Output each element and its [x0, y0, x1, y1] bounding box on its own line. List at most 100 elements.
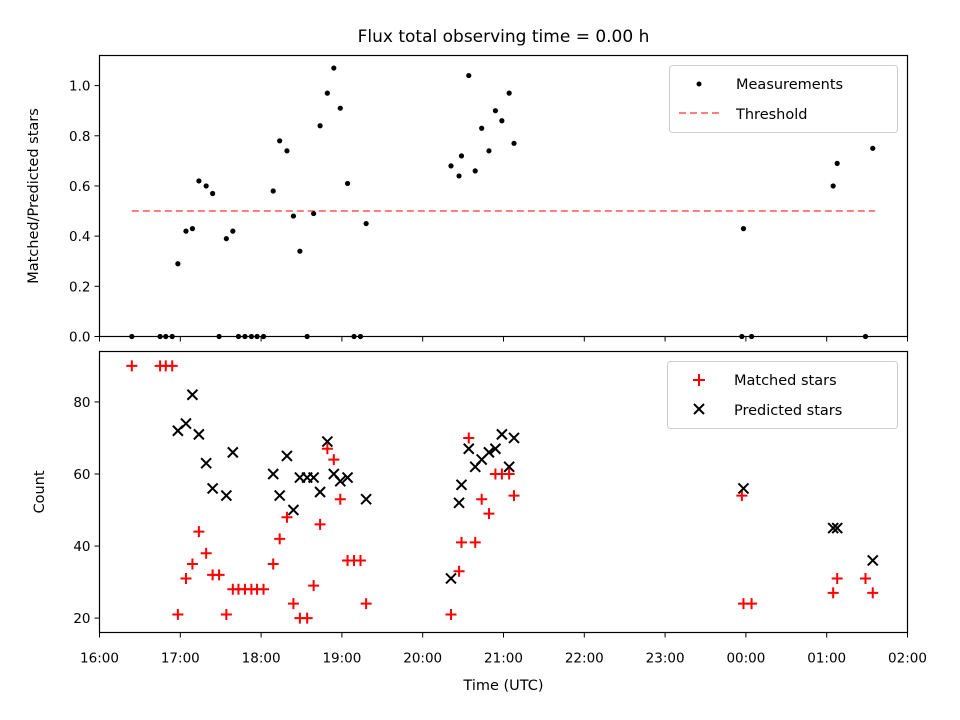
matched-star-point [469, 536, 481, 548]
measurement-point [304, 333, 310, 340]
matched-star-point [483, 508, 495, 520]
matched-star-point [258, 583, 270, 595]
matched-star-point [308, 580, 320, 592]
measurement-point [277, 138, 283, 144]
measurement-point [290, 213, 297, 219]
predicted-star-point [503, 461, 515, 473]
matched-star-point [453, 565, 465, 577]
matched-star-point [321, 443, 333, 455]
measurement-point [324, 90, 330, 96]
bottom-legend-box [667, 361, 898, 429]
matched-star-point [476, 493, 488, 505]
predicted-star-point [273, 489, 286, 502]
x-tick-label: 22:00 [565, 651, 604, 667]
top-y-tick-label: 0.8 [69, 129, 90, 145]
top-y-axis-label: Matched/Predicted stars [26, 108, 42, 284]
x-axis-label: Time (UTC) [462, 678, 543, 694]
bottom-y-axis: 20 40 60 80 [73, 395, 100, 627]
matched-star-point [281, 511, 293, 523]
measurement-point [357, 333, 364, 340]
measurement-point [511, 140, 517, 146]
measurement-point [157, 333, 163, 340]
matched-star-point [180, 572, 192, 584]
legend-matched-label: Matched stars [734, 373, 837, 389]
measurement-point [317, 123, 323, 129]
measurement-point [129, 333, 135, 340]
measurement-point [337, 105, 343, 111]
top-legend-box [669, 65, 898, 133]
measurement-point [499, 118, 505, 124]
measurement-point [748, 333, 755, 340]
measurement-point [862, 333, 869, 340]
predicted-star-point [287, 504, 300, 516]
matched-star-point [445, 608, 457, 620]
matched-star-point [859, 572, 871, 584]
predicted-stars-points [172, 389, 879, 585]
measurement-point [270, 188, 276, 194]
predicted-star-point [281, 450, 293, 462]
bottom-y-axis-label: Count [32, 470, 48, 513]
matched-star-point [746, 598, 758, 610]
chart-title: Flux total observing time = 0.00 h [358, 27, 650, 47]
measurement-point [260, 333, 267, 340]
predicted-star-point [180, 417, 192, 430]
matched-star-point [314, 518, 326, 530]
bottom-y-tick-label: 60 [73, 467, 90, 483]
measurement-point [183, 228, 189, 234]
measurement-point [351, 333, 357, 340]
legend-measurements-marker [696, 81, 702, 87]
measurement-point [486, 148, 492, 154]
matched-star-point [172, 608, 184, 620]
measurement-point [248, 333, 255, 340]
predicted-star-point [831, 522, 843, 534]
predicted-star-point [737, 482, 750, 495]
measurement-point [210, 190, 216, 197]
measurement-point [223, 236, 229, 242]
x-tick-label: 17:00 [161, 651, 200, 667]
legend-measurements-label: Measurements [736, 77, 843, 93]
predicted-star-point [321, 435, 334, 448]
matched-star-point [328, 454, 340, 466]
predicted-star-point [453, 497, 465, 509]
predicted-star-point [206, 482, 219, 495]
measurement-point [297, 248, 303, 254]
legend-predicted-label: Predicted stars [734, 403, 842, 419]
measurement-point [506, 90, 512, 96]
matched-star-point [200, 547, 212, 559]
predicted-star-point [867, 554, 879, 567]
top-x-ticks [99, 336, 908, 342]
matched-star-point [186, 558, 198, 570]
bottom-y-tick-label: 20 [73, 611, 90, 627]
matched-star-point [360, 598, 372, 610]
predicted-star-point [267, 468, 279, 480]
measurement-point [216, 333, 222, 340]
measurement-point [472, 168, 478, 174]
predicted-star-point [445, 572, 457, 585]
top-y-tick-label: 0.0 [69, 330, 90, 346]
matched-star-point [463, 432, 475, 444]
predicted-star-point [508, 432, 520, 444]
x-tick-label: 16:00 [80, 651, 119, 667]
measurement-point [163, 333, 169, 340]
measurement-point [458, 153, 465, 159]
bottom-y-tick-label: 40 [73, 539, 90, 555]
top-y-axis: 0.0 0.2 0.4 0.6 0.8 1.0 [69, 79, 100, 346]
matched-star-point [334, 493, 346, 505]
matched-star-point [508, 490, 520, 502]
measurement-point [363, 220, 369, 227]
x-tick-label: 01:00 [807, 651, 846, 667]
measurement-point [466, 72, 472, 79]
predicted-star-point [307, 471, 320, 484]
predicted-star-point [227, 446, 239, 459]
matched-star-point [354, 554, 366, 566]
measurement-point [254, 333, 260, 340]
predicted-star-point [463, 443, 475, 455]
predicted-star-point [186, 389, 199, 401]
measurement-point [456, 173, 462, 179]
matched-star-point [455, 536, 467, 548]
predicted-star-point [314, 486, 326, 498]
measurement-point [740, 226, 747, 232]
measurement-point [230, 228, 236, 234]
top-panel: 0.0 0.2 0.4 0.6 0.8 1.0 Matched/Predicted sta… [26, 54, 909, 346]
